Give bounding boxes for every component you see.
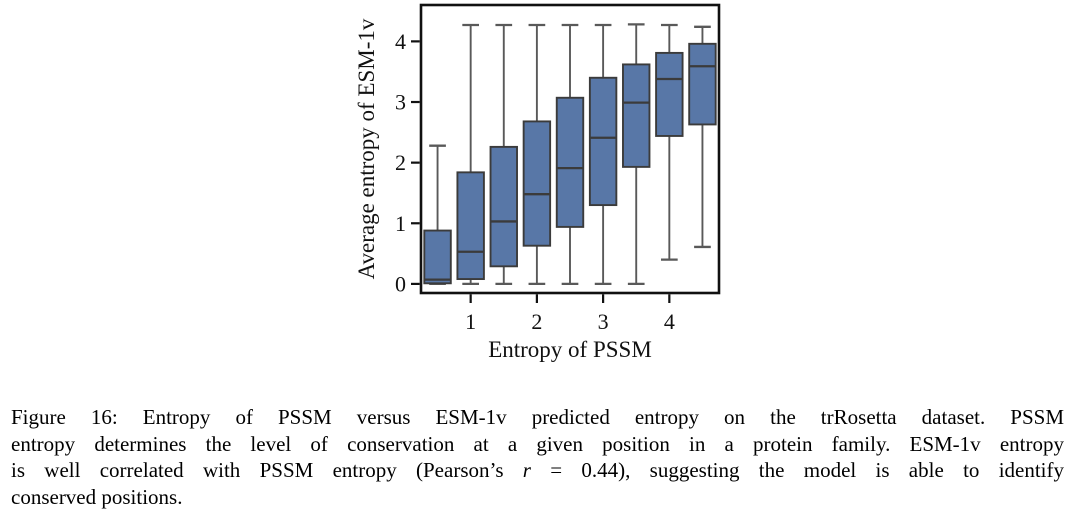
box-series bbox=[423, 23, 717, 286]
caption-line-3: is well correlated with PSSM entropy (Pe… bbox=[11, 457, 1064, 484]
plot-border bbox=[419, 3, 721, 295]
x-tick-label: 3 bbox=[598, 309, 609, 334]
caption-line-1: Figure 16: Entropy of PSSM versus ESM-1v… bbox=[11, 404, 1064, 431]
figure-caption: Figure 16: Entropy of PSSM versus ESM-1v… bbox=[11, 404, 1064, 510]
iqr-box bbox=[588, 76, 618, 207]
boxplot-chart: 0 1 2 3 4 1 2 3 4 Entropy of PSSM Average entropy … bbox=[330, 0, 730, 372]
y-tick-label: 1 bbox=[395, 211, 406, 236]
iqr-box bbox=[489, 145, 518, 268]
y-axis-label: Average entropy of ESM-1v bbox=[354, 18, 379, 279]
iqr-box bbox=[522, 120, 552, 247]
caption-text: is well correlated with PSSM entropy (Pe… bbox=[11, 458, 523, 482]
box-and-whisker bbox=[522, 23, 552, 286]
caption-line-2: entropy determines the level of conserva… bbox=[11, 431, 1064, 458]
y-axis: 0 1 2 3 4 bbox=[395, 29, 420, 296]
caption-line-4: conserved positions. bbox=[11, 484, 1064, 511]
math-variable-r: r bbox=[522, 458, 531, 482]
iqr-box bbox=[655, 51, 684, 137]
iqr-box bbox=[622, 63, 651, 168]
iqr-box bbox=[688, 42, 717, 126]
iqr-box bbox=[555, 96, 585, 228]
box-and-whisker bbox=[456, 23, 485, 286]
x-tick-label: 2 bbox=[531, 309, 542, 334]
caption-text: = 0.44), suggesting the model is able to… bbox=[530, 458, 1065, 482]
y-tick-label: 4 bbox=[395, 29, 406, 54]
y-tick-label: 2 bbox=[395, 150, 406, 175]
box-and-whisker bbox=[655, 23, 684, 261]
caption-text: entropy determines the level of conserva… bbox=[11, 431, 1064, 456]
boxplot-svg: 0 1 2 3 4 1 2 3 4 Entropy of PSSM Average entropy … bbox=[354, 3, 721, 362]
box-and-whisker bbox=[588, 23, 618, 286]
x-tick-label: 1 bbox=[465, 309, 476, 334]
caption-text: conserved positions. bbox=[11, 484, 183, 509]
x-axis-label: Entropy of PSSM bbox=[488, 337, 652, 362]
box-and-whisker bbox=[688, 25, 717, 249]
x-tick-label: 4 bbox=[664, 309, 675, 334]
box-and-whisker bbox=[555, 23, 585, 286]
box-and-whisker bbox=[423, 144, 452, 286]
x-axis: 1 2 3 4 bbox=[465, 294, 675, 334]
caption-text: Figure 16: Entropy of PSSM versus ESM-1v… bbox=[11, 405, 1064, 429]
iqr-box bbox=[423, 229, 452, 285]
y-tick-label: 3 bbox=[395, 89, 406, 114]
y-tick-label: 0 bbox=[395, 271, 406, 296]
box-and-whisker bbox=[622, 23, 651, 286]
iqr-box bbox=[456, 171, 485, 281]
box-and-whisker bbox=[489, 23, 518, 286]
